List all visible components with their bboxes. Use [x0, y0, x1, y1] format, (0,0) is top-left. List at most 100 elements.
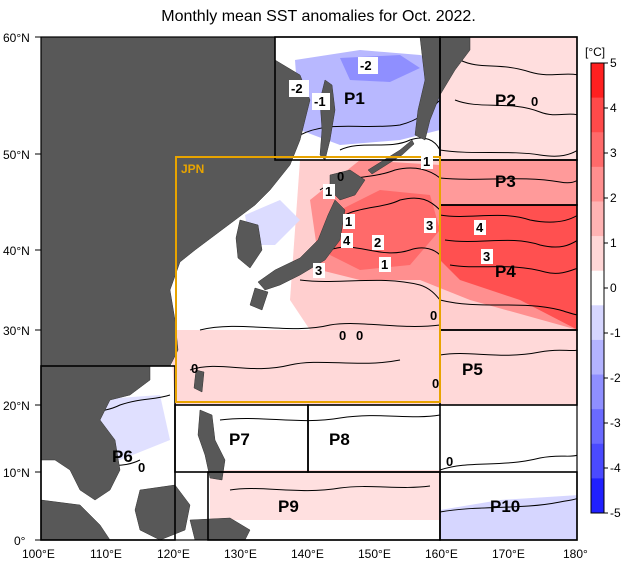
- contour-label: -2: [291, 81, 303, 96]
- region-label-jpn: JPN: [181, 162, 204, 176]
- lon-label: 130°E: [224, 547, 257, 561]
- contour-label: 1: [325, 184, 332, 199]
- map-frame: [40, 36, 578, 541]
- contour-label: 3: [483, 249, 490, 264]
- colorbar-cell: [591, 236, 604, 272]
- colorbar-cell: [591, 63, 604, 99]
- colorbar-tick-label: -1: [610, 326, 621, 340]
- land-sumatra: [41, 499, 111, 540]
- region-labels: P1 P2 P3 P4 P5 P6 P7 P8 P9 P10: [112, 89, 520, 516]
- colorbar-unit: [°C]: [585, 45, 605, 59]
- colorbar-tick-label: -4: [610, 461, 621, 475]
- colorbar-cell: [591, 132, 604, 168]
- contour-label: 0: [138, 460, 145, 475]
- colorbar-cell: [591, 166, 604, 202]
- lat-label: 30°N: [3, 324, 30, 338]
- lon-label: 100°E: [22, 547, 55, 561]
- contour-label: 1: [381, 257, 388, 272]
- colorbar-ticks: 5 4 3 2 1 0 -1 -2 -3 -4 -5: [604, 56, 621, 520]
- contour-lines: [59, 59, 577, 513]
- contour-label: 0: [356, 328, 363, 343]
- lon-axis: 100°E 110°E 120°E 130°E 140°E 150°E 160°…: [22, 547, 588, 561]
- region-label-p7: P7: [229, 430, 250, 449]
- colorbar-tick-label: 4: [610, 101, 617, 115]
- land-kamchatka: [414, 37, 471, 141]
- land-honshu: [257, 199, 346, 291]
- colorbar-tick-label: 3: [610, 146, 617, 160]
- land-indochina: [41, 365, 151, 501]
- anomaly-field-p3: [440, 160, 577, 205]
- contour-label: -2: [360, 58, 372, 73]
- contour-label: 1: [345, 214, 352, 229]
- contour-label: 4: [343, 233, 351, 248]
- colorbar: [591, 63, 604, 514]
- region-label-p6: P6: [112, 447, 133, 466]
- region-label-p5: P5: [462, 360, 483, 379]
- land-korea: [235, 219, 263, 269]
- region-label-p9: P9: [278, 497, 299, 516]
- lon-label: 120°E: [157, 547, 190, 561]
- land-borneo: [134, 484, 191, 540]
- region-label-p2: P2: [495, 91, 516, 110]
- contour-label: 3: [426, 218, 433, 233]
- contour-label: 0: [531, 94, 538, 109]
- contour-label: 0: [446, 454, 453, 469]
- anomaly-field-warm-pacific: [170, 330, 577, 405]
- contour-label: 0: [337, 169, 344, 184]
- lat-axis: 60°N 50°N 40°N 30°N 20°N 10°N 0°: [3, 31, 41, 548]
- contour-label: 2: [374, 235, 381, 250]
- lon-label: 180°: [563, 547, 588, 561]
- contour-label: 1: [423, 154, 430, 169]
- map-title: Monthly mean SST anomalies for Oct. 2022…: [161, 8, 476, 25]
- colorbar-cell: [591, 374, 604, 410]
- lon-label: 160°E: [425, 547, 458, 561]
- region-label-p1: P1: [344, 89, 365, 108]
- colorbar-cell: [591, 97, 604, 133]
- region-label-p10: P10: [490, 497, 520, 516]
- lat-label: 10°N: [3, 466, 30, 480]
- contour-label: 0: [430, 308, 437, 323]
- contour-label: 0: [339, 328, 346, 343]
- contour-label: 3: [315, 263, 322, 278]
- land-taiwan: [193, 369, 205, 393]
- colorbar-tick-label: -3: [610, 416, 621, 430]
- colorbar-tick-label: 2: [610, 191, 617, 205]
- contour-label: 0: [191, 361, 198, 376]
- land-kyushu: [249, 287, 269, 311]
- anomaly-field-p10-cold: [440, 495, 577, 540]
- anomaly-field-p2: [440, 37, 577, 160]
- colorbar-tick-label: 1: [610, 236, 617, 250]
- colorbar-tick-label: -5: [610, 506, 621, 520]
- lon-label: 170°E: [492, 547, 525, 561]
- lon-label: 140°E: [291, 547, 324, 561]
- colorbar-tick-label: -2: [610, 371, 621, 385]
- region-label-p8: P8: [329, 430, 350, 449]
- land-philippines: [197, 409, 226, 481]
- lon-label: 110°E: [90, 547, 122, 561]
- anomaly-field-p9: [210, 470, 440, 520]
- contour-label: 0: [432, 376, 439, 391]
- colorbar-tick-label: 5: [610, 56, 617, 70]
- colorbar-cell: [591, 409, 604, 445]
- colorbar-cell: [591, 305, 604, 341]
- colorbar-cell: [591, 478, 604, 514]
- lon-label: 150°E: [358, 547, 391, 561]
- colorbar-cell: [591, 270, 604, 306]
- land-new-guinea: [189, 517, 251, 540]
- region-box-jpn: [175, 156, 441, 403]
- lat-label: 60°N: [3, 31, 30, 45]
- lat-label: 0°: [14, 534, 26, 548]
- contour-label: 4: [476, 220, 484, 235]
- lat-label: 40°N: [3, 244, 30, 258]
- contour-value-labels: -2 -2 -1 1 1 1 3 4 4 2 1 3 0 0 0 0 0 0 3…: [138, 57, 538, 475]
- lat-label: 50°N: [3, 148, 30, 162]
- contour-label: -1: [314, 94, 326, 109]
- region-label-p4: P4: [495, 262, 516, 281]
- colorbar-cell: [591, 201, 604, 237]
- colorbar-tick-label: 0: [610, 281, 617, 295]
- lat-label: 20°N: [3, 399, 30, 413]
- colorbar-cell: [591, 339, 604, 376]
- region-label-p3: P3: [495, 172, 516, 191]
- colorbar-cell: [591, 443, 604, 479]
